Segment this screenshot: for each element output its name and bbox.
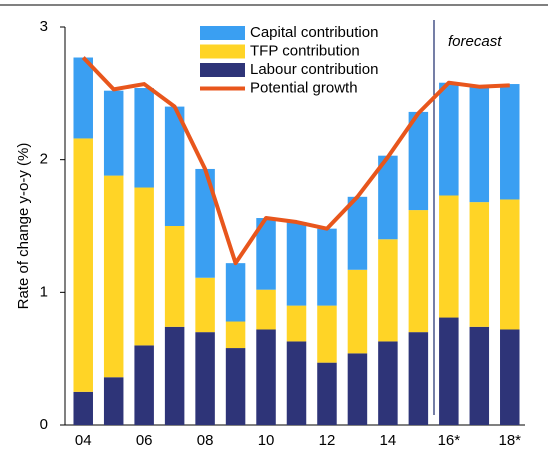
x-tick-label: 10 <box>258 432 275 449</box>
bar-segment <box>286 222 307 306</box>
bar-segment <box>469 202 490 327</box>
bar-segment <box>195 332 215 425</box>
bar-segment <box>103 175 124 378</box>
legend-label: TFP contribution <box>250 42 360 59</box>
bar-segment <box>225 263 246 322</box>
bar-segment <box>286 305 307 342</box>
bar-segment <box>378 341 398 425</box>
bar-segment <box>164 326 185 425</box>
y-tick-label: 1 <box>40 283 48 300</box>
bar-segment <box>408 210 429 333</box>
x-tick-label: 12 <box>319 432 336 449</box>
bar-segment <box>256 289 276 330</box>
bar-segment <box>134 187 154 346</box>
bar-segment <box>469 86 490 203</box>
bar-segment <box>500 199 520 330</box>
bar-segment <box>439 82 459 196</box>
legend-label: Capital contribution <box>250 24 378 41</box>
bar-segment <box>408 111 429 211</box>
legend-label: Labour contribution <box>250 61 378 78</box>
bar-segment <box>286 341 307 425</box>
bar-segment <box>195 277 215 333</box>
bar-segment <box>73 391 93 425</box>
bar-segment <box>103 90 124 176</box>
bar-segment <box>317 228 337 306</box>
legend-label: Potential growth <box>250 79 358 96</box>
bar-segment <box>256 329 276 425</box>
x-tick-label: 04 <box>75 432 92 449</box>
bar-segment <box>347 196 368 270</box>
bar-segment <box>256 218 276 290</box>
y-tick-label: 2 <box>40 151 48 168</box>
bar-segment <box>378 155 398 240</box>
y-tick-label: 0 <box>40 416 48 433</box>
line-series <box>81 56 510 266</box>
bar-segment <box>500 329 520 425</box>
bar-segment <box>195 168 215 278</box>
bar-segment <box>134 345 154 425</box>
x-tick-label: 06 <box>136 432 153 449</box>
bar-segment <box>73 138 93 392</box>
bar-segment <box>439 317 459 425</box>
bar-segment <box>347 353 368 425</box>
annotation: forecast <box>448 33 502 50</box>
legend-swatch <box>200 63 245 77</box>
bar-segment <box>225 321 246 349</box>
bar-segment <box>347 269 368 354</box>
legend-swatch <box>200 26 245 40</box>
bar-segment <box>164 226 185 327</box>
bar-segment <box>317 362 337 425</box>
bar-segment <box>439 195 459 318</box>
bar-segment <box>134 88 154 188</box>
bar-segment <box>378 239 398 342</box>
bar-segment <box>317 305 337 363</box>
x-tick-label: 14 <box>380 432 397 449</box>
bar-segment <box>225 348 246 425</box>
bar-segment <box>469 326 490 425</box>
legend-swatch <box>200 44 245 59</box>
bar-segment <box>164 106 185 226</box>
bar-segment <box>73 57 93 139</box>
bar-segment <box>500 84 520 200</box>
bar-segment <box>103 377 124 425</box>
bar-segment <box>408 332 429 425</box>
x-tick-label: 16* <box>438 432 461 449</box>
y-tick-label: 3 <box>40 18 48 35</box>
x-tick-label: 08 <box>197 432 214 449</box>
x-tick-label: 18* <box>499 432 522 449</box>
y-axis-label: Rate of change y-o-y (%) <box>15 143 32 310</box>
